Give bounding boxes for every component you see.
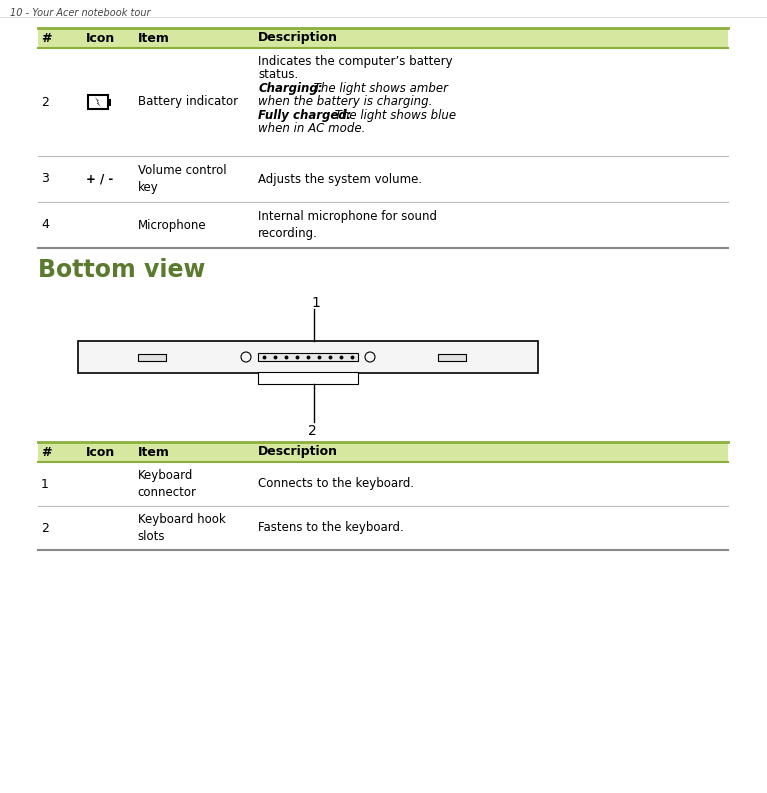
Text: Keyboard
connector: Keyboard connector [137,469,196,499]
Text: 4: 4 [41,219,49,232]
Text: Description: Description [258,446,338,458]
Text: status.: status. [258,68,298,82]
Bar [138,354,166,361]
Bar [38,202,728,248]
Text: Item: Item [137,446,170,458]
Text: Adjusts the system volume.: Adjusts the system volume. [258,173,423,186]
Text: Item: Item [137,32,170,44]
Text: The light shows blue: The light shows blue [331,109,456,122]
Text: Fastens to the keyboard.: Fastens to the keyboard. [258,522,404,534]
Text: Microphone: Microphone [137,219,206,232]
Text: Fully charged:: Fully charged: [258,109,352,122]
Text: Volume control
key: Volume control key [137,164,226,194]
Text: Description: Description [258,32,338,44]
Text: 2: 2 [308,424,317,438]
Text: The light shows amber: The light shows amber [311,82,449,95]
Text: #: # [41,32,51,44]
Text: Bottom view: Bottom view [38,258,206,282]
Text: Icon: Icon [86,446,115,458]
Bar [38,506,728,550]
Text: when in AC mode.: when in AC mode. [258,122,366,136]
Text: 3: 3 [41,173,49,186]
Polygon shape [95,97,100,107]
Bar [258,353,358,361]
Bar [38,48,728,156]
Bar [258,372,358,384]
Bar [38,156,728,202]
Bar [438,354,466,361]
Text: + / -: + / - [86,173,113,186]
Text: Keyboard hook
slots: Keyboard hook slots [137,513,225,543]
Bar [38,462,728,506]
Bar [88,95,108,109]
Text: 2: 2 [41,95,49,109]
Text: 2: 2 [41,522,49,534]
Bar [38,28,728,48]
Text: Charging:: Charging: [258,82,323,95]
Text: Internal microphone for sound
recording.: Internal microphone for sound recording. [258,210,437,240]
Bar [108,98,111,105]
Text: 1: 1 [311,296,320,310]
Text: Indicates the computer’s battery: Indicates the computer’s battery [258,55,453,68]
Text: Battery indicator: Battery indicator [137,95,238,109]
Text: Icon: Icon [86,32,115,44]
Text: #: # [41,446,51,458]
Bar [78,341,538,373]
Text: when the battery is charging.: when the battery is charging. [258,95,433,109]
Text: 10 - Your Acer notebook tour: 10 - Your Acer notebook tour [10,8,150,18]
Text: 1: 1 [41,477,49,491]
Bar [38,442,728,462]
Text: Connects to the keyboard.: Connects to the keyboard. [258,477,414,491]
